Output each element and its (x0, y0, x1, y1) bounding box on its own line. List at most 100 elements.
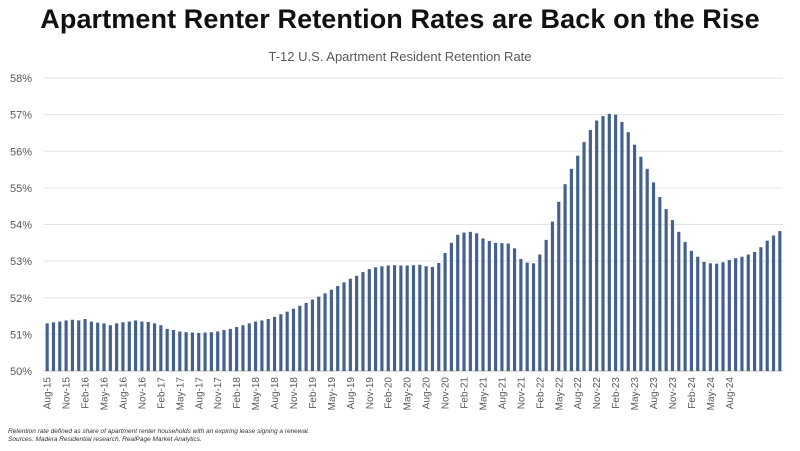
x-tick-label: Aug-23 (649, 377, 660, 410)
bar (115, 323, 119, 371)
x-tick-label: Nov-17 (213, 377, 224, 410)
bar (108, 325, 112, 371)
bar (184, 332, 188, 371)
y-tick-label: 50% (10, 366, 32, 378)
bar (310, 299, 315, 371)
chart-title: T-12 U.S. Apartment Resident Retention R… (268, 49, 532, 64)
bar (759, 247, 763, 371)
bar (291, 308, 296, 371)
bar (178, 331, 182, 371)
bar (342, 282, 346, 371)
x-axis: Aug-15 Nov-15 Feb-16 May-16 Aug-16 Nov-16 Feb-… (43, 377, 736, 411)
x-tick-label: Feb-20 (384, 377, 395, 409)
bar (765, 240, 769, 371)
bar (563, 184, 567, 371)
bar (418, 264, 422, 371)
bar (203, 332, 207, 371)
x-tick-label: Nov-19 (365, 377, 376, 410)
bar (392, 265, 397, 371)
bar (651, 182, 656, 371)
bar (140, 321, 144, 371)
bar (443, 253, 447, 371)
x-tick-label: Nov-18 (289, 377, 300, 410)
bar (51, 322, 56, 371)
bar (475, 233, 479, 371)
chart-headline: Apartment Renter Retention Rates are Bac… (40, 4, 760, 34)
bar (146, 321, 150, 371)
y-tick-label: 55% (10, 183, 32, 195)
bar (456, 234, 460, 371)
bar (601, 116, 605, 371)
bar (285, 311, 289, 371)
bar (538, 254, 542, 371)
bar (159, 325, 163, 371)
bar (683, 242, 687, 371)
bar (70, 319, 74, 371)
x-tick-label: May-24 (706, 377, 717, 411)
x-tick-label: May-20 (403, 377, 414, 411)
bar (235, 327, 239, 371)
x-tick-label: Feb-16 (81, 377, 92, 409)
bar (632, 144, 637, 371)
x-tick-label: Aug-20 (422, 377, 433, 410)
bar (77, 320, 81, 371)
bar (323, 293, 327, 371)
y-tick-label: 58% (10, 73, 32, 85)
bar (190, 332, 195, 371)
bar (658, 197, 662, 371)
x-tick-label: Feb-18 (232, 377, 243, 409)
bar (645, 168, 649, 371)
bar (753, 251, 757, 371)
bar (336, 286, 340, 371)
bar (102, 323, 106, 371)
bar (494, 242, 498, 371)
bar (721, 262, 725, 371)
bar (405, 265, 409, 371)
y-tick-label: 52% (10, 293, 32, 305)
bar (361, 272, 365, 371)
bar (708, 263, 712, 371)
x-tick-label: Aug-19 (346, 377, 357, 410)
bar (279, 314, 283, 371)
bar (462, 232, 466, 371)
y-tick-label: 51% (10, 329, 32, 341)
bar (228, 328, 232, 371)
bar (134, 320, 138, 371)
bar (380, 266, 384, 371)
bar (677, 231, 681, 371)
bar (740, 256, 744, 371)
x-tick-label: May-16 (100, 377, 111, 411)
x-tick-label: Aug-24 (725, 377, 736, 410)
bar (639, 156, 643, 371)
bar (670, 220, 675, 371)
bar (550, 221, 555, 371)
bar (121, 322, 125, 371)
bar (506, 243, 510, 371)
bar (544, 239, 548, 371)
bar (512, 248, 517, 371)
bar (399, 265, 403, 371)
x-tick-label: Aug-17 (194, 377, 205, 410)
bars (45, 113, 782, 372)
bar (348, 278, 352, 371)
x-tick-label: Nov-22 (592, 377, 603, 410)
bar (569, 168, 573, 371)
y-tick-label: 57% (10, 110, 32, 122)
bar (127, 321, 131, 371)
bar (241, 325, 245, 371)
x-tick-label: Nov-15 (62, 377, 73, 410)
x-tick-label: May-22 (554, 377, 565, 411)
bar (500, 243, 504, 371)
x-tick-label: Nov-21 (516, 377, 527, 410)
bar (449, 242, 453, 371)
x-tick-label: Feb-22 (535, 377, 546, 409)
bar (734, 258, 738, 371)
x-tick-label: May-19 (327, 377, 338, 411)
x-tick-label: Aug-16 (118, 377, 129, 410)
x-tick-label: Feb-17 (156, 377, 167, 409)
x-tick-label: Aug-18 (270, 377, 281, 410)
bar (437, 262, 441, 371)
bar (64, 320, 68, 371)
bar (588, 130, 592, 371)
